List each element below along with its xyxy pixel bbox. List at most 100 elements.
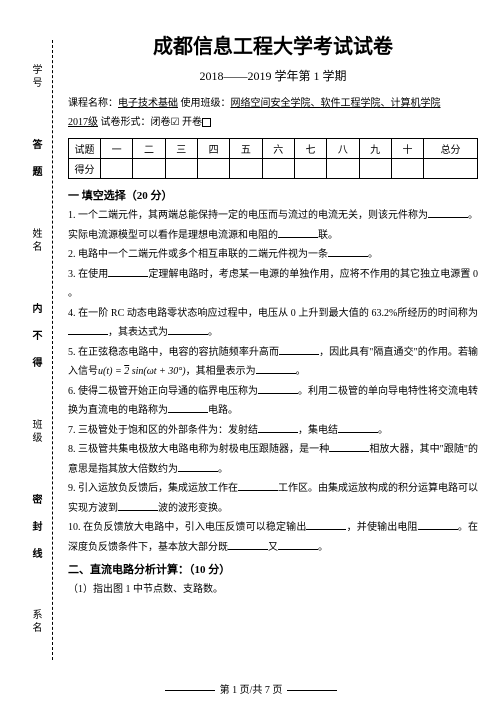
class-name: 网络空间安全学院、软件工程学院、计算机学院 xyxy=(231,98,441,109)
col-6: 六 xyxy=(262,139,294,159)
q10b: ，并使输出电阻 xyxy=(346,522,417,533)
exam-title: 成都信息工程大学考试试卷 xyxy=(68,30,478,59)
blank xyxy=(338,432,378,433)
q4b: ，其表达式为 xyxy=(108,327,168,338)
blank xyxy=(279,354,319,355)
score-cell xyxy=(294,159,326,179)
q10a: 10. 在负反馈放大电路中，引入电压反馈可以稳定输出 xyxy=(68,522,306,533)
margin-label-id: 学号 xyxy=(28,64,43,90)
blank xyxy=(228,549,268,550)
score-cell xyxy=(197,159,229,179)
margin-label-name: 姓名 xyxy=(28,228,43,254)
margin-label-class: 班级 xyxy=(28,419,43,445)
closed-label: 闭卷 xyxy=(151,117,171,128)
q3a: 3. 在使用 xyxy=(68,269,108,280)
q5d: 。 xyxy=(296,366,306,377)
q7b: ，集电结 xyxy=(298,425,338,436)
margin-label-dept: 系名 xyxy=(28,609,43,635)
blank xyxy=(68,334,108,335)
blank xyxy=(418,529,458,530)
table-row-score: 得分 xyxy=(69,159,478,179)
page-footer: 第 1 页/共 7 页 xyxy=(0,681,502,696)
q5a: 5. 在正弦稳态电路中，电容的容抗随频率升高而 xyxy=(68,347,279,358)
year: 2017级 xyxy=(68,117,98,128)
question-area: 1. 一个二端元件，其两端总能保持一定的电压而与流过的电流无关，则该元件称为。实… xyxy=(68,206,478,557)
q8a: 8. 三极管共集电极放大电路电称为射极电压跟随器，是一种 xyxy=(68,444,329,455)
col-2: 二 xyxy=(133,139,165,159)
blank xyxy=(168,334,208,335)
blank xyxy=(258,432,298,433)
blank xyxy=(329,451,369,452)
blank xyxy=(168,412,208,413)
col-7: 七 xyxy=(294,139,326,159)
col-8: 八 xyxy=(327,139,359,159)
q6a: 6. 使得二极管开始正向导通的临界电压称为 xyxy=(68,386,258,397)
score-cell xyxy=(101,159,133,179)
q10e: 。 xyxy=(318,542,328,553)
footer-line-left xyxy=(165,690,215,691)
blank xyxy=(278,237,318,238)
score-cell xyxy=(327,159,359,179)
blank xyxy=(256,373,296,374)
open-checkbox xyxy=(202,118,211,127)
col-5: 五 xyxy=(230,139,262,159)
row-label-1: 试题 xyxy=(69,139,101,159)
page-content: 成都信息工程大学考试试卷 2018——2019 学年第 1 学期 课程名称：电子… xyxy=(68,30,478,600)
score-table: 试题 一 二 三 四 五 六 七 八 九 十 总分 得分 xyxy=(68,138,478,179)
row-label-2: 得分 xyxy=(69,159,101,179)
course-label: 课程名称： xyxy=(68,98,118,109)
col-9: 九 xyxy=(359,139,391,159)
q9a: 9. 引入运放负反馈后，集成运放工作在 xyxy=(68,483,238,494)
q5-formula: u(t) = 2 sin(ωt + 30°) xyxy=(98,366,186,377)
col-total: 总分 xyxy=(424,139,478,159)
q2b: 。 xyxy=(368,249,378,260)
q9c: 波的波形变换。 xyxy=(158,503,228,514)
blank xyxy=(178,471,218,472)
q1a: 1. 一个二端元件，其两端总能保持一定的电压而与流过的电流无关，则该元件称为 xyxy=(68,210,428,221)
q10d: 又 xyxy=(268,542,278,553)
blank xyxy=(428,217,468,218)
footer-line-right xyxy=(287,690,337,691)
open-label: 开卷 xyxy=(179,117,202,128)
blank xyxy=(306,529,346,530)
score-cell xyxy=(230,159,262,179)
q1c: 联。 xyxy=(318,230,338,241)
score-cell xyxy=(133,159,165,179)
score-cell xyxy=(424,159,478,179)
course-info: 课程名称：电子技术基础 使用班级：网络空间安全学院、软件工程学院、计算机学院 2… xyxy=(68,94,478,132)
footer-text: 第 1 页/共 7 页 xyxy=(220,685,283,696)
score-cell xyxy=(165,159,197,179)
seal-text-3: 密 封 线 xyxy=(28,494,43,561)
q8c: 。 xyxy=(218,464,228,475)
form-label: 试卷形式： xyxy=(98,117,151,128)
section-2-q1: （1）指出图 1 中节点数、支路数。 xyxy=(68,580,478,600)
seal-dashed-line xyxy=(52,40,53,660)
score-cell xyxy=(359,159,391,179)
q3b: 定理解电路时，考虑某一电源的单独作用，应将不作用的其它独立电源置 0 。 xyxy=(68,269,478,300)
seal-text-1: 答 题 xyxy=(28,139,43,179)
score-cell xyxy=(262,159,294,179)
q5c: ，其相量表示为 xyxy=(186,366,256,377)
q7a: 7. 三极管处于饱和区的外部条件为：发射结 xyxy=(68,425,258,436)
score-cell xyxy=(391,159,423,179)
section-2-title: 二、直流电路分析计算：（10 分） xyxy=(68,561,478,577)
blank xyxy=(108,276,148,277)
q6c: 电路。 xyxy=(208,405,238,416)
binding-margin: 学号 答 题 姓名 内 不 得 班级 密 封 线 系名 xyxy=(18,40,53,660)
course-name: 电子技术基础 xyxy=(118,98,178,109)
col-3: 三 xyxy=(165,139,197,159)
class-label: 使用班级： xyxy=(178,98,231,109)
blank xyxy=(118,510,158,511)
semester: 2018——2019 学年第 1 学期 xyxy=(68,67,478,84)
col-4: 四 xyxy=(197,139,229,159)
blank xyxy=(238,490,278,491)
blank xyxy=(258,393,298,394)
q4a: 4. 在一阶 RC 动态电路零状态响应过程中，电压从 0 上升到最大值的 63.… xyxy=(68,308,478,319)
q7c: 。 xyxy=(378,425,388,436)
col-10: 十 xyxy=(391,139,423,159)
seal-text-2: 内 不 得 xyxy=(28,303,43,370)
q4c: 。 xyxy=(208,327,218,338)
col-1: 一 xyxy=(101,139,133,159)
q2a: 2. 电路中一个二端元件或多个相互串联的二端元件视为一条 xyxy=(68,249,328,260)
blank xyxy=(328,256,368,257)
